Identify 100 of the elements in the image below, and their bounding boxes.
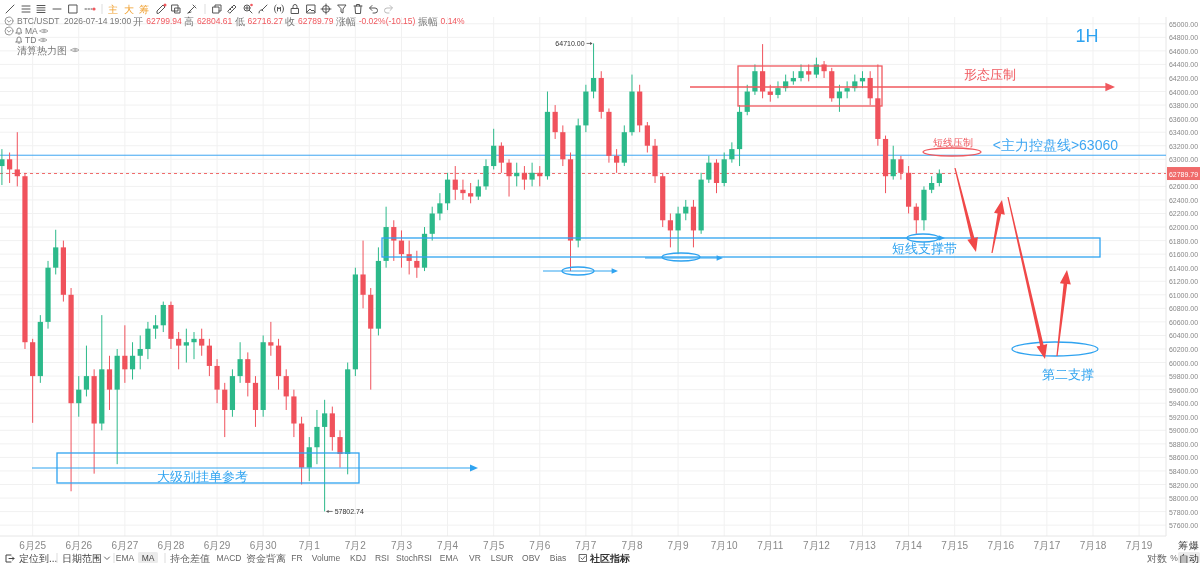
candlestick (129, 341, 136, 380)
candlestick (329, 406, 335, 452)
text: Bias (549, 553, 567, 563)
text: OBV (522, 553, 541, 563)
candlestick (437, 192, 443, 221)
x-tick-label: 7月10 (710, 539, 738, 551)
candlestick (337, 429, 343, 469)
text: Volume (311, 553, 341, 563)
candlestick (53, 229, 59, 275)
candlestick (398, 229, 405, 269)
candlestick (721, 152, 727, 187)
text: FR (291, 553, 303, 563)
candlestick (491, 128, 497, 170)
annotation: 大级别挂单参考 (156, 468, 248, 484)
candlestick (552, 104, 558, 140)
candlestick (667, 212, 674, 248)
text: 主 (108, 3, 118, 15)
annotation: 短线支撑带 (891, 240, 957, 256)
x-tick-label: 7月2 (344, 539, 367, 551)
candlestick (137, 334, 143, 370)
text: 爆 (1189, 539, 1199, 551)
candlestick (268, 321, 274, 357)
x-tick-label: 7月7 (575, 539, 597, 551)
x-tick-label: 7月13 (849, 539, 877, 551)
x-tick-label: 7月6 (529, 539, 551, 551)
candlestick (199, 328, 205, 357)
x-tick-label: 6月29 (203, 539, 231, 551)
x-tick-label: 7月8 (621, 539, 643, 551)
candlestick (160, 301, 166, 333)
text: EMA (115, 553, 135, 563)
x-tick-label: 7月9 (667, 539, 690, 551)
candlestick (322, 399, 328, 512)
ref-line-label: <主力控盘线>63060 (992, 137, 1119, 154)
x-tick-label: 7月14 (895, 539, 923, 551)
text: RSI (374, 553, 390, 563)
text: 资金背离 (246, 552, 286, 563)
candlestick (675, 206, 681, 255)
x-tick-label: 7月11 (757, 539, 784, 551)
annotation: 形态压制 (964, 66, 1016, 82)
x-tick-label: 7月4 (437, 539, 459, 551)
text: 日期范围 (62, 552, 102, 563)
text: 筹 (139, 3, 149, 15)
x-tick-label: 7月19 (1125, 539, 1153, 551)
candlestick (713, 158, 720, 194)
text: LSUR (490, 553, 514, 563)
candlestick (206, 338, 212, 377)
candlestick (590, 42, 597, 99)
annotation: TD (25, 35, 37, 45)
candlestick (752, 63, 758, 96)
candlestick (360, 240, 366, 309)
x-tick-label: 6月26 (65, 539, 93, 551)
candlestick (483, 158, 489, 191)
candlestick (706, 155, 712, 184)
x-tick-label: 6月30 (249, 539, 277, 551)
text: 筹 (1178, 539, 1188, 551)
candlestick (176, 331, 182, 370)
candlestick (314, 409, 320, 465)
candlestick (245, 351, 251, 397)
candlestick (222, 382, 228, 438)
candlestick (890, 145, 896, 181)
x-tick-label: 7月16 (987, 539, 1015, 551)
x-tick-label: 6月28 (157, 539, 185, 551)
candlestick (521, 165, 528, 191)
candlestick (429, 206, 435, 242)
x-tick-label: 7月18 (1079, 539, 1107, 551)
annotation: MA (25, 26, 39, 36)
x-tick-label: 7月12 (803, 539, 831, 551)
x-tick-label: 6月25 (19, 539, 47, 551)
x-tick-label: 7月3 (390, 539, 413, 551)
chart-title: BTC/USDT (17, 16, 60, 26)
text: 社区指标 (589, 552, 630, 563)
candlestick (898, 155, 904, 181)
candlestick (775, 80, 781, 99)
text: StochRSI (396, 553, 432, 563)
candlestick (76, 375, 82, 418)
text: 定位到... (19, 552, 58, 563)
text: 2026-07-14 19:00 开 62799.94 高 62804.61 低 62716.27 收 62789.79 涨幅 -0.02%(-10.15) 振幅 0.14% (64, 15, 465, 27)
x-tick-label: 7月1 (298, 539, 321, 551)
candlestick (729, 141, 735, 164)
candlestick (106, 355, 113, 411)
candlestick (152, 314, 159, 340)
annotation: 第二支撑 (1042, 366, 1094, 382)
candlestick (83, 345, 90, 397)
x-tick-label: 7月17 (1033, 539, 1061, 551)
candlestick (452, 165, 458, 201)
candlestick (444, 172, 451, 211)
text: 持仓差值 (170, 552, 210, 563)
candlestick (14, 131, 20, 187)
candlestick (498, 141, 504, 174)
x-tick-label: 7月15 (941, 539, 969, 551)
annotation: 清算热力图 (17, 44, 67, 56)
text: 大 (124, 3, 134, 15)
candlestick (913, 202, 919, 235)
candlestick (6, 152, 13, 184)
candlestick (614, 148, 620, 174)
candlestick (844, 80, 850, 99)
text: 对数 (1147, 552, 1167, 563)
candlestick (414, 250, 420, 279)
candlestick (237, 341, 243, 384)
candlestick (183, 328, 189, 364)
